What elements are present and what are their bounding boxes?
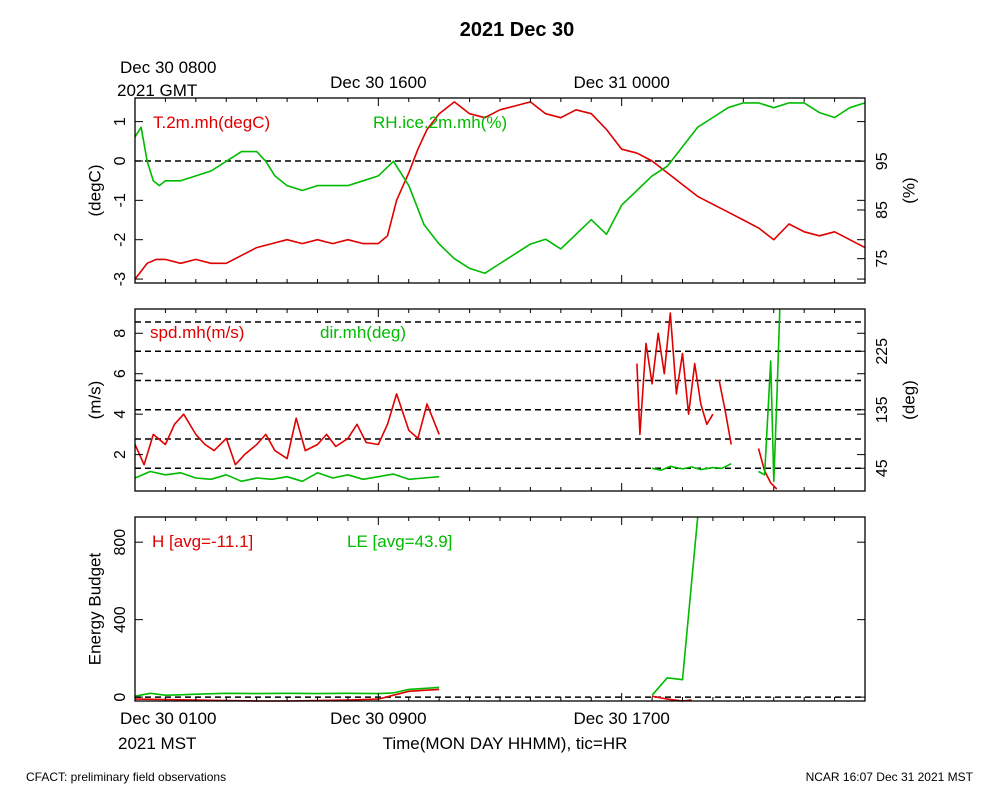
footer-left: CFACT: preliminary field observations	[26, 770, 226, 784]
series-line-5	[651, 462, 732, 472]
top-axis-tick-label: Dec 31 0000	[573, 73, 669, 92]
y-tick-label-left: 8	[112, 329, 129, 338]
series-line-1	[134, 102, 866, 275]
bottom-axis-first-line2: 2021 MST	[118, 734, 196, 753]
legend-label: dir.mh(deg)	[320, 323, 406, 342]
y-tick-label-left: -1	[112, 193, 129, 207]
legend-label: T.2m.mh(degC)	[153, 113, 270, 132]
series-line-0	[134, 393, 440, 466]
legend-label: H [avg=-11.1]	[152, 532, 253, 551]
bottom-axis-label: Time(MON DAY HHMM), tic=HR	[383, 734, 628, 753]
y-tick-label-left: -3	[112, 272, 129, 286]
series-line-1	[636, 312, 714, 436]
y-tick-label-left: 0	[112, 156, 129, 165]
bottom-axis-tick-label: Dec 30 1700	[573, 709, 669, 728]
y-axis-label-left: Energy Budget	[85, 552, 104, 665]
series-line-3	[651, 516, 699, 696]
series-line-0	[134, 101, 866, 280]
y-tick-label-right: 45	[874, 459, 891, 477]
series-line-3	[757, 448, 778, 490]
legend-label: RH.ice.2m.mh(%)	[373, 113, 507, 132]
panel-wind: 2 4 6 8 45 135 225 (m/s) (deg) spd.mh(m/s) dir.mh(…	[85, 308, 918, 492]
y-tick-label-right: 135	[874, 396, 891, 423]
y-axis-label-right: (deg)	[899, 380, 918, 420]
series-line-2	[718, 379, 732, 445]
panel-energy: 0 400 800 Energy Budget H [avg=-11.1] LE [avg…	[85, 516, 866, 702]
y-tick-label-right: 75	[874, 250, 891, 268]
series-line-6	[758, 308, 781, 483]
y-tick-label-left: 800	[112, 529, 129, 556]
y-tick-label-left: 400	[112, 606, 129, 633]
legend-label: LE [avg=43.9]	[347, 532, 452, 551]
y-axis-label-left: (m/s)	[85, 381, 104, 420]
bottom-axis-first-line1: Dec 30 0100	[120, 709, 216, 728]
y-tick-label-right: 85	[874, 201, 891, 219]
legend-label: spd.mh(m/s)	[150, 323, 244, 342]
plot-frame	[134, 308, 866, 492]
footer-right: NCAR 16:07 Dec 31 2021 MST	[806, 770, 974, 784]
y-tick-label-left: -2	[112, 232, 129, 246]
panel-temp-rh: 1 0 -1 -2 -3 95 85 75 (degC) (%) T.2m.mh(degC) RH.i…	[85, 97, 918, 286]
y-tick-label-left: 1	[112, 117, 129, 126]
top-axis-tick-label: Dec 30 1600	[330, 73, 426, 92]
bottom-axis-tick-label: Dec 30 0900	[330, 709, 426, 728]
y-axis-label-right: (%)	[899, 177, 918, 203]
y-tick-label-right: 225	[874, 338, 891, 365]
chart-title: 2021 Dec 30	[460, 19, 575, 41]
y-tick-label-left: 4	[112, 410, 129, 419]
y-tick-label-left: 6	[112, 369, 129, 378]
series-line-4	[134, 470, 440, 483]
y-tick-label-right: 95	[874, 152, 891, 170]
top-axis-first-line2: 2021 GMT	[117, 81, 197, 100]
y-tick-label-left: 2	[112, 450, 129, 459]
top-axis-first-line1: Dec 30 0800	[120, 58, 216, 77]
y-axis-label-left: (degC)	[85, 165, 104, 217]
series-line-2	[134, 686, 440, 697]
y-tick-label-left: 0	[112, 693, 129, 702]
